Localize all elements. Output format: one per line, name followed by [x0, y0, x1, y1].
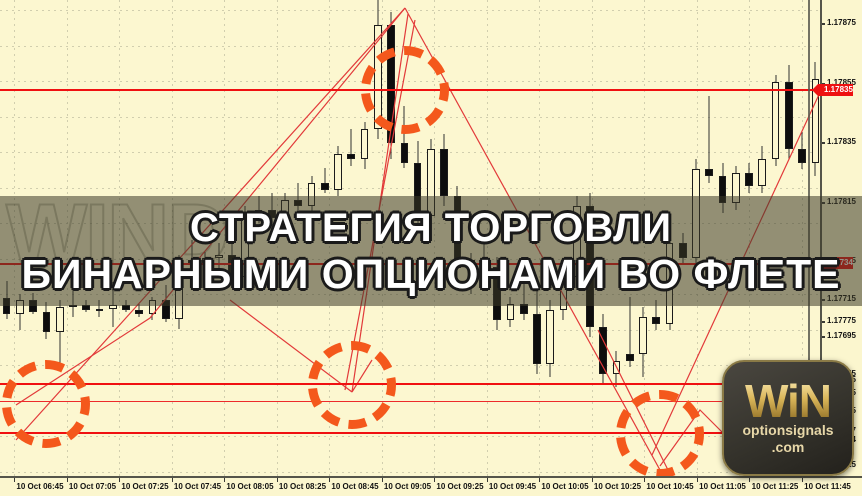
logo-tld: .com	[771, 439, 805, 455]
time-tick	[434, 478, 435, 482]
price-marker: 1.17835	[812, 84, 853, 96]
signal-left-bounce	[2, 360, 90, 448]
time-tick-label: 10 Oct 08:05	[226, 482, 274, 491]
time-tick-label: 10 Oct 07:45	[173, 482, 222, 491]
price-tick-label: 1.17695	[827, 331, 856, 340]
candle-body	[599, 327, 608, 374]
candle-body	[771, 82, 780, 160]
signal-right-bounce	[616, 390, 704, 478]
time-tick-label: 10 Oct 10:25	[593, 482, 642, 491]
signal-top-reversal	[361, 46, 449, 134]
candle-body	[639, 316, 647, 354]
price-tick-label: 1.17855	[827, 78, 856, 87]
candle-body	[440, 149, 448, 197]
candle-wick	[350, 129, 352, 167]
time-tick	[171, 478, 173, 482]
time-tick-label: 10 Oct 10:05	[541, 482, 589, 491]
candle-body	[652, 316, 661, 324]
time-tick	[591, 478, 593, 482]
candle-body	[42, 311, 51, 333]
price-tick-mark	[822, 321, 825, 323]
candle-body	[55, 306, 64, 333]
time-tick	[14, 478, 15, 482]
candle-body	[135, 310, 144, 314]
price-tick-label: 1.17835	[827, 137, 856, 146]
price-tick-mark	[822, 142, 825, 144]
time-tick	[119, 478, 120, 482]
candle-body	[625, 353, 634, 361]
candle-body	[320, 182, 329, 190]
time-tick-label: 10 Oct 07:25	[121, 482, 169, 491]
candle-body	[533, 313, 541, 364]
time-tick-label: 10 Oct 11:45	[804, 482, 851, 491]
time-tick	[749, 478, 750, 482]
candle-body	[360, 129, 369, 160]
time-tick-label: 10 Oct 09:05	[383, 482, 432, 491]
candle-body	[798, 149, 806, 163]
time-tick-label: 10 Oct 11:25	[751, 482, 799, 491]
time-tick	[486, 478, 488, 482]
time-tick-label: 10 Oct 08:25	[278, 482, 327, 491]
candle-body	[705, 169, 714, 177]
time-tick-label: 10 Oct 07:05	[68, 482, 117, 491]
time-tick	[224, 478, 225, 482]
time-tick	[329, 478, 330, 482]
logo-brand-text: WiN	[744, 375, 832, 427]
candle-body	[612, 360, 621, 374]
time-tick-label: 10 Oct 11:05	[699, 482, 746, 491]
price-tick-mark	[822, 336, 825, 338]
time-tick-label: 10 Oct 10:45	[646, 482, 694, 491]
gridline-horizontal	[0, 471, 822, 473]
title-block: СТРАТЕГИЯ ТОРГОВЛИ БИНАРНЫМИ ОПЦИОНАМИ В…	[0, 196, 862, 306]
candle-body	[506, 303, 515, 321]
candle-body	[334, 154, 342, 190]
candle-body	[785, 82, 793, 150]
win-optionsignals-logo[interactable]: WiN optionsignals .com	[722, 360, 854, 476]
time-tick	[801, 478, 803, 482]
candle-body	[546, 310, 555, 364]
candle-body	[400, 142, 409, 163]
candle-body	[758, 159, 767, 187]
candle-body	[347, 154, 356, 160]
candle-body	[745, 172, 753, 187]
title-line-2: БИНАРНЫМИ ОПЦИОНАМИ ВО ФЛЕТЕ	[21, 251, 841, 297]
price-tick-label: 1.17775	[827, 316, 856, 325]
time-tick-label: 10 Oct 08:45	[331, 482, 379, 491]
price-tick-mark	[822, 23, 825, 25]
time-tick	[644, 478, 645, 482]
signal-mid-bounce	[308, 341, 396, 429]
time-tick-label: 10 Oct 06:45	[16, 482, 64, 491]
time-tick-label: 10 Oct 09:45	[488, 482, 537, 491]
time-tick	[276, 478, 278, 482]
time-axis[interactable]: 10 Oct 06:45 10 Oct 07:05 10 Oct 07:25 10 O…	[0, 476, 862, 496]
time-tick	[696, 478, 698, 482]
price-tick-label: 1.17875	[827, 18, 856, 27]
time-tick	[539, 478, 540, 482]
candle-body	[95, 308, 104, 311]
time-tick	[66, 478, 68, 482]
time-tick-label: 10 Oct 09:25	[436, 482, 484, 491]
time-tick	[381, 478, 383, 482]
logo-site-name: optionsignals	[742, 422, 834, 438]
title-line-1: СТРАТЕГИЯ ТОРГОВЛИ	[190, 206, 672, 250]
